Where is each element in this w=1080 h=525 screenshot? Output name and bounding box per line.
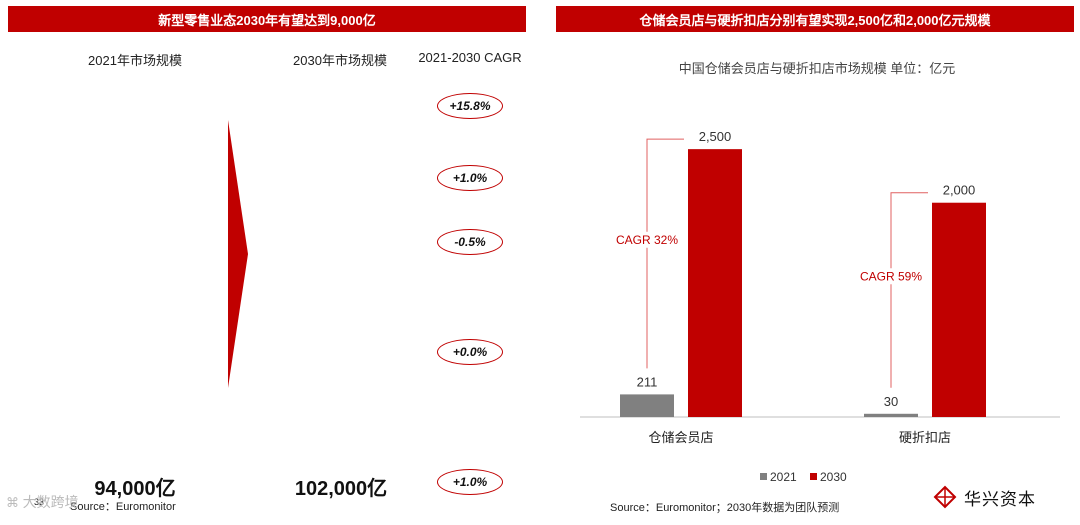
category-label: 硬折扣店	[899, 430, 951, 445]
seg-label: 标超	[327, 160, 354, 175]
total-2030: 102,000亿	[294, 478, 388, 500]
watermark: ⌘ 大数跨境	[6, 492, 79, 512]
cagr-connector	[890, 192, 928, 388]
left-banner: 新型零售业态2030年有望达到9,000亿	[8, 6, 526, 32]
arrow-icon	[228, 120, 248, 388]
data-label: 30	[884, 394, 898, 409]
seg-2030-new-retail: 新型零售业态 9,000亿	[288, 74, 394, 135]
seg-2021-supermarket: 标超 25,000亿	[82, 119, 188, 196]
logo-text: 华兴资本	[964, 489, 1036, 509]
header-cagr: 2021-2030 CAGR	[418, 50, 522, 65]
data-label: 2,500	[699, 129, 732, 144]
seg-value: 2,400亿	[112, 97, 158, 113]
total-2021: 94,000亿	[94, 478, 176, 500]
cagr-connector	[646, 138, 684, 369]
legend-label: 2021	[770, 470, 797, 484]
legend-swatch-2030	[810, 473, 817, 480]
watermark-text: 大数跨境	[22, 494, 79, 510]
data-label: 2,000	[943, 183, 976, 198]
bar-2021-0	[620, 394, 674, 417]
seg-value: 6,300亿	[112, 220, 158, 235]
seg-label: 大卖场	[321, 224, 361, 240]
seg-2030-supermarket: 标超 27,000亿	[288, 135, 394, 217]
cagr-annotation: CAGR 59%	[860, 269, 922, 283]
cagr-new-retail: +15.8%	[437, 93, 503, 119]
category-label: 仓储会员店	[648, 430, 713, 445]
seg-value: 62,000亿	[108, 350, 162, 366]
cagr-annotation: CAGR 32%	[616, 233, 678, 247]
seg-2030-hypermarket: 大卖场 6,000亿	[288, 217, 394, 264]
cagr-traditional: +0.0%	[437, 339, 503, 365]
seg-2021-hypermarket: 大卖场 6,300亿	[82, 196, 188, 242]
seg-2030-traditional: 传统零售渠道 60,000亿	[288, 264, 394, 450]
seg-value: 9,000亿	[318, 105, 364, 121]
seg-label: 大卖场	[115, 203, 155, 218]
seg-value: 60,000亿	[314, 358, 368, 373]
chart-title: 中国仓储会员店与硬折扣店市场规模 单位：亿元	[678, 61, 956, 76]
seg-value: 6,000亿	[318, 241, 364, 257]
bar-chart: 211 2,500 仓储会员店 CAGR 32% 30 2,000 硬折扣店 CAGR 59%…	[580, 129, 1060, 484]
seg-label: 标超	[121, 141, 148, 157]
bar-2030-1	[932, 202, 986, 417]
bar-2021-1	[864, 413, 918, 417]
seg-label: 传统零售渠道	[95, 333, 174, 349]
left-source: Source：Euromonitor	[70, 501, 176, 513]
right-source: Source：Euromonitor；2030年数据为团队预测	[610, 502, 840, 514]
seg-label: 传统零售渠道	[301, 341, 380, 356]
cagr-label-bg	[611, 231, 683, 248]
seg-label: 新型零售业态	[95, 80, 174, 96]
company-logo: 华兴资本	[932, 484, 1036, 510]
right-banner: 仓储会员店与硬折扣店分别有望实现2,500亿和2,000亿元规模	[556, 6, 1074, 32]
seg-label: 新型零售业态	[301, 88, 380, 104]
bar-2030-0	[688, 149, 742, 417]
legend-label: 2030	[820, 470, 847, 484]
page-number: 33	[34, 497, 45, 507]
seg-value: 27,000亿	[314, 177, 368, 192]
seg-2021-traditional: 传统零售渠道 62,000亿	[82, 249, 188, 450]
cagr-hypermarket: -0.5%	[437, 229, 503, 255]
watermark-icon: ⌘	[6, 495, 23, 510]
logo-icon	[933, 485, 957, 509]
cagr-label-bg	[855, 268, 927, 285]
cagr-total: +1.0%	[437, 469, 503, 495]
header-2021: 2021年市场规模	[88, 53, 182, 68]
data-label: 211	[637, 374, 658, 389]
seg-value: 25,000亿	[108, 158, 162, 174]
cagr-supermarket: +1.0%	[437, 165, 503, 191]
legend-swatch-2021	[760, 473, 767, 480]
seg-2021-new-retail: 新型零售业态 2,400亿	[82, 74, 188, 119]
header-2030: 2030年市场规模	[293, 53, 387, 68]
